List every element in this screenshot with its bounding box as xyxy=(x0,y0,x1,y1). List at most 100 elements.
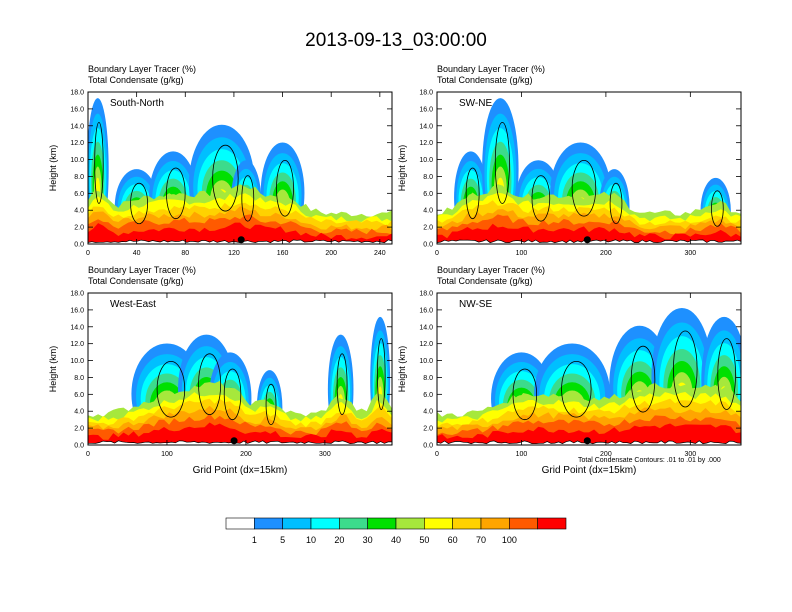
panel-subtitle-condensate: Total Condensate (g/kg) xyxy=(88,75,184,85)
location-marker xyxy=(583,437,591,445)
y-tick-label: 14.0 xyxy=(70,324,84,331)
y-tick-label: 16.0 xyxy=(419,106,433,113)
tracer-field xyxy=(437,293,741,445)
y-tick-label: 2.0 xyxy=(74,225,84,232)
condensate-contour xyxy=(609,182,623,225)
condensate-contour xyxy=(130,182,148,225)
colorbar-label: 70 xyxy=(476,535,486,545)
condensate-contour xyxy=(241,175,255,222)
y-tick-label: 16.0 xyxy=(419,307,433,314)
tracer-field xyxy=(88,293,392,445)
x-tick-label: 300 xyxy=(684,250,696,257)
y-tick-label: 4.0 xyxy=(423,208,433,215)
colorbar-swatch xyxy=(480,517,510,530)
location-marker xyxy=(237,236,245,244)
plot-frame xyxy=(436,292,742,446)
condensate-contour xyxy=(156,360,186,418)
y-tick-label: 4.0 xyxy=(74,208,84,215)
colorbar-swatch xyxy=(254,517,283,530)
panel-subtitle-condensate: Total Condensate (g/kg) xyxy=(437,276,533,286)
condensate-contour xyxy=(94,122,104,204)
y-tick-label: 12.0 xyxy=(419,341,433,348)
condensate-contour xyxy=(711,190,724,227)
panel-3: Boundary Layer Tracer (%)Total Condensat… xyxy=(48,265,393,476)
condensate-contour xyxy=(223,368,242,421)
location-marker xyxy=(230,437,238,445)
y-axis-label: Height (km) xyxy=(397,346,407,393)
colorbar-swatch xyxy=(339,517,368,530)
x-tick-label: 100 xyxy=(516,451,528,458)
plot-frame xyxy=(87,91,393,245)
condensate-contour xyxy=(512,368,538,421)
colorbar-label: 60 xyxy=(448,535,458,545)
plot-frame xyxy=(436,91,742,245)
y-tick-label: 0.0 xyxy=(423,242,433,249)
panel-1: Boundary Layer Tracer (%)Total Condensat… xyxy=(48,64,393,257)
y-tick-label: 14.0 xyxy=(419,123,433,130)
terrain xyxy=(88,440,392,445)
y-tick-label: 10.0 xyxy=(70,358,84,365)
y-tick-label: 18.0 xyxy=(419,90,433,97)
tracer-field xyxy=(437,92,741,244)
x-tick-label: 0 xyxy=(86,451,90,458)
y-tick-label: 12.0 xyxy=(70,140,84,147)
colorbar: 1 5 10 20 30 40 50 60 70 100 xyxy=(225,517,567,545)
condensate-contour xyxy=(276,159,294,217)
condensate-contour xyxy=(198,353,222,416)
main-title: 2013-09-13_03:00:00 xyxy=(305,30,487,51)
panel-subtitle-tracer: Boundary Layer Tracer (%) xyxy=(437,64,545,74)
condensate-contour xyxy=(376,338,386,410)
x-tick-label: 200 xyxy=(600,250,612,257)
y-tick-label: 16.0 xyxy=(70,106,84,113)
condensate-contour xyxy=(265,383,277,426)
x-tick-label: 300 xyxy=(319,451,331,458)
y-tick-label: 0.0 xyxy=(74,242,84,249)
y-tick-label: 0.0 xyxy=(74,443,84,450)
y-tick-label: 6.0 xyxy=(74,191,84,198)
y-tick-label: 18.0 xyxy=(70,90,84,97)
condensate-contour xyxy=(531,175,551,222)
panel-subtitle-tracer: Boundary Layer Tracer (%) xyxy=(88,265,196,275)
condensate-contour xyxy=(673,330,698,408)
y-tick-label: 12.0 xyxy=(70,341,84,348)
x-tick-label: 0 xyxy=(435,451,439,458)
panel-subtitle-tracer: Boundary Layer Tracer (%) xyxy=(437,265,545,275)
panel-subtitle-condensate: Total Condensate (g/kg) xyxy=(437,75,533,85)
y-tick-label: 12.0 xyxy=(419,140,433,147)
location-marker xyxy=(583,236,591,244)
y-tick-label: 10.0 xyxy=(419,157,433,164)
colorbar-label: 40 xyxy=(391,535,401,545)
y-tick-label: 6.0 xyxy=(423,191,433,198)
y-tick-label: 0.0 xyxy=(423,443,433,450)
condensate-contour xyxy=(561,360,592,418)
condensate-contour xyxy=(465,167,480,220)
panel-label: South-North xyxy=(110,98,164,109)
x-tick-label: 160 xyxy=(277,250,289,257)
x-tick-label: 240 xyxy=(374,250,386,257)
y-tick-label: 6.0 xyxy=(74,392,84,399)
colorbar-swatch xyxy=(282,517,312,530)
plot-frame xyxy=(87,292,393,446)
x-tick-label: 100 xyxy=(161,451,173,458)
panel-label: West-East xyxy=(110,299,156,310)
condensate-contour xyxy=(630,345,656,413)
x-tick-label: 200 xyxy=(325,250,337,257)
colorbar-label: 50 xyxy=(419,535,429,545)
y-tick-label: 14.0 xyxy=(70,123,84,130)
panel-label: SW-NE xyxy=(459,98,492,109)
colorbar-swatch xyxy=(367,517,397,530)
y-tick-label: 10.0 xyxy=(70,157,84,164)
condensate-contour xyxy=(336,353,348,416)
y-tick-label: 8.0 xyxy=(74,174,84,181)
colorbar-label: 20 xyxy=(334,535,344,545)
colorbar-label: 5 xyxy=(280,535,285,545)
y-tick-label: 14.0 xyxy=(419,324,433,331)
colorbar-label: 10 xyxy=(306,535,316,545)
colorbar-swatch xyxy=(452,517,482,530)
y-tick-label: 18.0 xyxy=(70,291,84,298)
condensate-contour xyxy=(212,144,239,212)
boundary-layer-band xyxy=(437,423,741,445)
panel-subtitle-condensate: Total Condensate (g/kg) xyxy=(88,276,184,286)
boundary-layer-band xyxy=(88,422,392,445)
